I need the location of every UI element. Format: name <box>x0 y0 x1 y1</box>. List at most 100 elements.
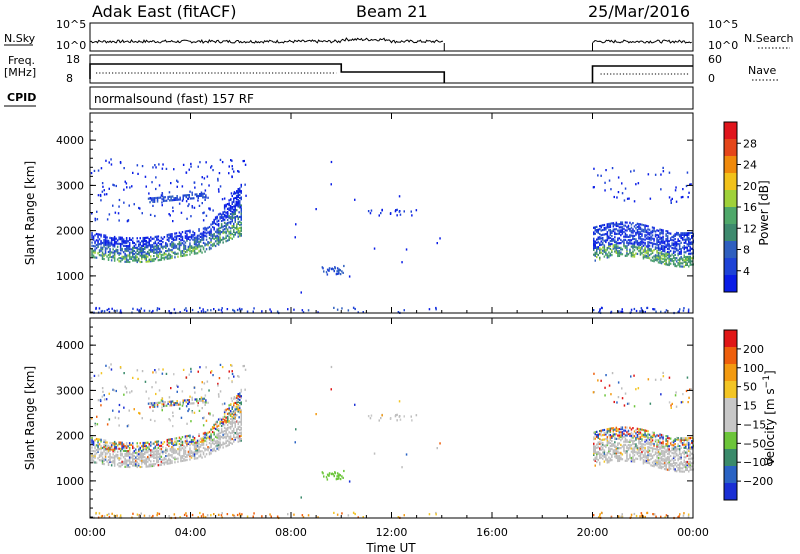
power-cell <box>162 247 164 250</box>
power-cell <box>113 235 116 239</box>
velocity-cell <box>597 451 599 454</box>
power-cell <box>656 259 658 262</box>
velocity-cell <box>669 462 672 465</box>
velocity-cell <box>639 431 642 434</box>
power-cell <box>683 248 685 251</box>
power-cell <box>178 202 181 205</box>
power-cell <box>169 233 172 236</box>
power-cell <box>689 232 691 235</box>
velocity-cell <box>153 403 156 407</box>
velocity-cell <box>230 397 233 400</box>
velocity-cell <box>592 391 595 394</box>
velocity-cell <box>172 450 175 453</box>
power-cell <box>632 222 634 225</box>
velocity-cell <box>165 451 167 454</box>
power-cell <box>659 255 661 258</box>
velocity-cell <box>222 435 224 438</box>
power-cell <box>689 257 691 260</box>
power-cell <box>107 239 110 242</box>
power-cell <box>92 245 95 248</box>
velocity-cell <box>436 447 438 450</box>
power-cell <box>598 311 600 314</box>
velocity-cell <box>648 449 651 452</box>
velocity-cell <box>688 448 690 451</box>
velocity-cell <box>195 441 197 444</box>
velocity-cell <box>225 427 227 430</box>
power-cell <box>169 255 172 258</box>
power-cell <box>662 260 664 264</box>
velocity-cell <box>121 448 123 451</box>
power-cell <box>236 209 238 212</box>
velocity-cell <box>632 436 634 439</box>
velocity-cell <box>184 459 187 462</box>
power-cell <box>636 225 639 229</box>
power-cell <box>629 235 631 239</box>
power-cell <box>171 256 173 259</box>
power-cell <box>632 229 634 233</box>
velocity-cell <box>688 449 690 452</box>
power-cell <box>216 239 218 242</box>
velocity-cell <box>647 430 649 433</box>
velocity-cell <box>145 462 147 465</box>
power-cell <box>160 253 163 257</box>
power-cell <box>347 309 350 312</box>
power-cell <box>201 235 203 238</box>
power-cell <box>231 237 233 240</box>
velocity-cell <box>235 405 237 408</box>
power-cell <box>150 260 152 263</box>
power-cell <box>223 213 226 216</box>
velocity-cell <box>677 463 679 467</box>
power-cell <box>660 244 663 247</box>
velocity-cell <box>606 453 609 456</box>
power-cell <box>618 253 621 256</box>
velocity-cell <box>688 470 690 473</box>
velocity-cell <box>668 445 670 448</box>
velocity-cell <box>680 440 682 443</box>
power-cell <box>98 307 101 310</box>
power-cell <box>184 235 187 238</box>
power-cell <box>142 240 144 243</box>
power-cell <box>660 230 663 233</box>
velocity-cell <box>138 411 140 415</box>
velocity-cell <box>94 447 96 450</box>
power-cell <box>199 232 202 235</box>
velocity-cell <box>620 515 622 518</box>
velocity-cell <box>627 429 630 432</box>
power-cell <box>685 256 687 259</box>
power-cell <box>600 224 602 227</box>
power-cell <box>217 222 220 226</box>
power-cell <box>177 243 179 246</box>
power-cell <box>101 190 104 193</box>
velocity-cell <box>234 432 236 435</box>
power-cell <box>169 253 172 257</box>
colorbar-swatch <box>724 275 737 293</box>
velocity-cell <box>101 387 104 390</box>
velocity-cell <box>168 459 170 462</box>
velocity-cell <box>341 475 343 478</box>
power-cell <box>168 254 170 257</box>
power-cell <box>657 261 660 264</box>
power-cell <box>208 241 211 244</box>
power-cell <box>141 251 143 254</box>
power-cell <box>594 246 596 249</box>
velocity-cell <box>196 444 199 447</box>
power-cell <box>198 240 200 243</box>
power-cell <box>678 240 681 243</box>
velocity-cell <box>677 457 679 460</box>
velocity-cell <box>609 435 612 438</box>
power-cell <box>191 205 193 208</box>
power-cell <box>638 242 640 245</box>
power-cell <box>96 210 98 213</box>
velocity-cell <box>645 436 648 439</box>
power-cell <box>235 200 237 203</box>
power-cell <box>121 249 123 252</box>
velocity-cell <box>633 435 636 438</box>
power-cell <box>155 176 157 179</box>
velocity-cell <box>190 402 192 405</box>
power-cell <box>160 244 163 247</box>
velocity-cell <box>233 410 236 413</box>
power-cell <box>665 234 667 237</box>
power-cell <box>229 208 232 211</box>
velocity-cell <box>98 448 101 451</box>
velocity-cell <box>211 442 214 445</box>
